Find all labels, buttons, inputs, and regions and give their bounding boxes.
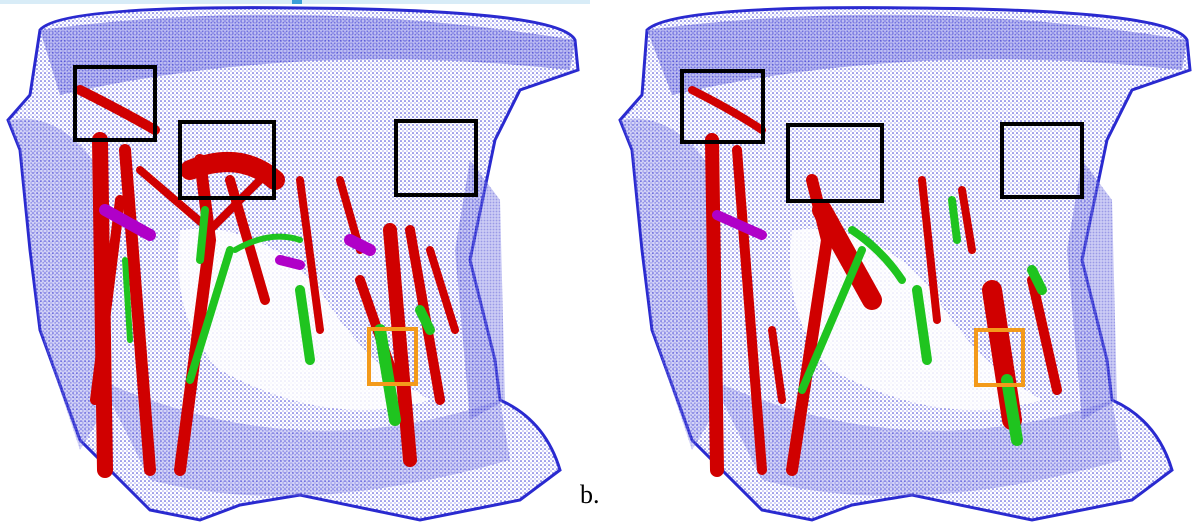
magenta-structures (712, 210, 767, 240)
mesh-upper-band (40, 14, 575, 95)
green-structures (798, 196, 1047, 446)
panel-b (612, 0, 1204, 529)
highlight-box-orange (974, 328, 1025, 387)
panel-a-image (6, 6, 580, 522)
mesh-right-ridge (1067, 160, 1117, 420)
caption-b: b. (580, 480, 600, 509)
highlight-box-3 (394, 119, 478, 197)
mesh-left-ridge (8, 118, 110, 451)
magenta-structures (99, 204, 376, 270)
mesh-left-ridge (620, 118, 722, 451)
top-accent-marker (292, 0, 302, 4)
mesh-right-ridge (455, 160, 505, 420)
mesh-upper-band (647, 14, 1187, 95)
highlight-box-2 (178, 120, 276, 200)
mesh-lower-jaw (712, 380, 1122, 496)
top-accent-strip (0, 0, 590, 4)
highlight-box-orange (367, 327, 418, 386)
green-structures (122, 206, 435, 426)
panel-a (0, 0, 590, 529)
highlight-box-1 (680, 69, 765, 144)
highlight-box-3 (1000, 122, 1084, 199)
highlight-box-1 (73, 65, 157, 142)
red-structures (688, 86, 1062, 477)
highlight-box-2 (786, 123, 884, 203)
mesh-lower-jaw (100, 380, 510, 496)
panel-b-image (618, 6, 1192, 522)
